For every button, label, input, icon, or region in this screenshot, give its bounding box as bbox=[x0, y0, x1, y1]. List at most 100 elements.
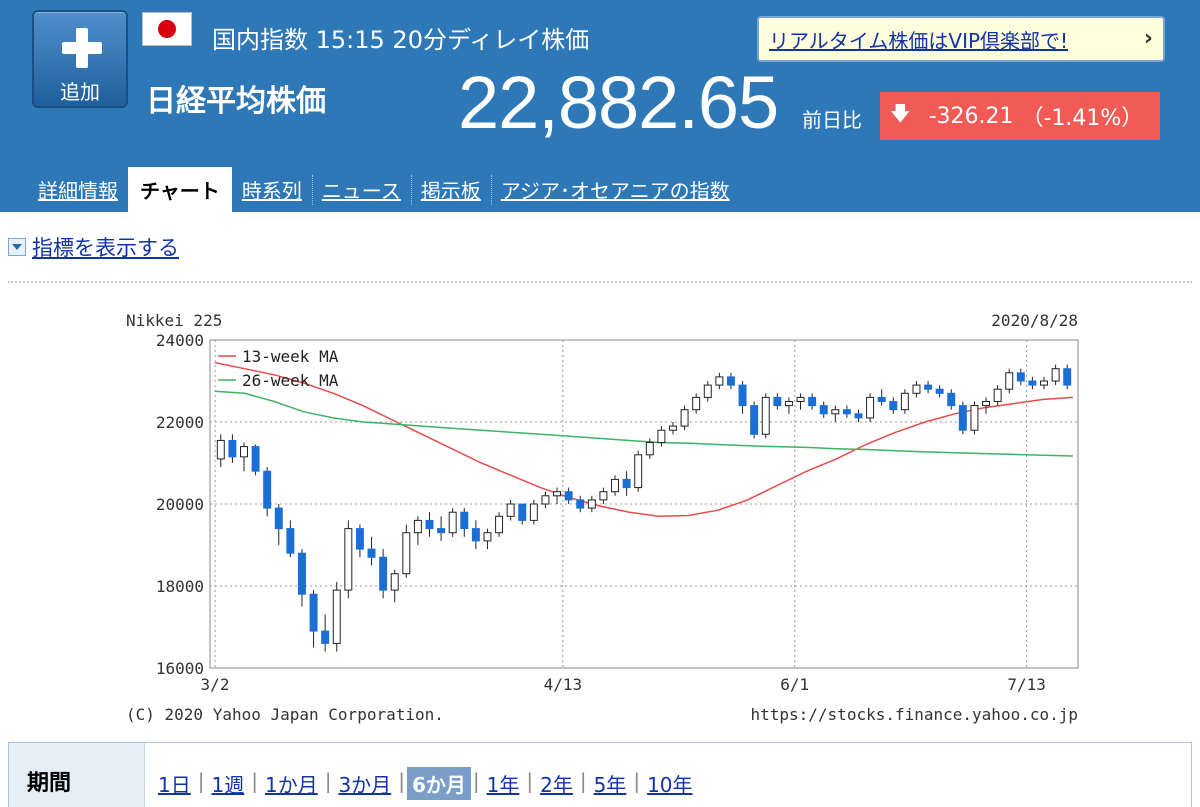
tab-message-board[interactable]: 掲示板 bbox=[410, 167, 491, 212]
candle-body bbox=[332, 589, 341, 644]
candle-body bbox=[645, 442, 654, 456]
price-chart: 16000 18000 20000 22000 24000 3/2 4/13 6/1 7/13… bbox=[120, 300, 1090, 730]
candle-body bbox=[854, 413, 863, 419]
candle-body bbox=[564, 491, 573, 501]
x-tick-label: 4/13 bbox=[544, 675, 583, 694]
tab-chart[interactable]: チャート bbox=[128, 167, 232, 212]
chart-date: 2020/8/28 bbox=[991, 311, 1078, 330]
expand-icon bbox=[8, 238, 26, 256]
x-tick-label: 6/1 bbox=[780, 675, 809, 694]
candle-body bbox=[1063, 368, 1072, 386]
candle-body bbox=[506, 503, 515, 517]
y-tick-label: 16000 bbox=[156, 659, 204, 678]
candle-body bbox=[889, 401, 898, 411]
japan-flag-icon bbox=[142, 12, 192, 46]
tab-asia-oceania-indices[interactable]: アジア･オセアニアの指数 bbox=[490, 167, 740, 212]
show-indicators-toggle[interactable]: 指標を表示する bbox=[8, 232, 179, 262]
candle-body bbox=[541, 495, 550, 505]
candle-body bbox=[831, 409, 840, 415]
candle-body bbox=[703, 384, 712, 398]
period-option[interactable]: 1か月 bbox=[264, 773, 318, 797]
candle-body bbox=[761, 396, 770, 435]
candle-body bbox=[982, 401, 991, 407]
change-percent: （-1.41%） bbox=[1021, 106, 1144, 131]
candle-body bbox=[344, 528, 353, 591]
candle-body bbox=[216, 439, 225, 460]
vip-realtime-link[interactable]: リアルタイム株価はVIP倶楽部で! › bbox=[757, 16, 1165, 62]
quote-tabs: 詳細情報 チャート 時系列 ニュース 掲示板 アジア･オセアニアの指数 bbox=[28, 167, 740, 212]
period-option[interactable]: 10年 bbox=[647, 773, 693, 797]
candle-body bbox=[611, 478, 619, 493]
candle-body bbox=[1016, 372, 1025, 382]
chart-copyright: (C) 2020 Yahoo Japan Corporation. bbox=[126, 705, 444, 724]
moving-average-lines bbox=[214, 361, 1074, 518]
candle-body bbox=[263, 470, 272, 509]
candle-body bbox=[228, 439, 237, 458]
candle-body bbox=[935, 388, 944, 394]
tab-news[interactable]: ニュース bbox=[311, 167, 411, 212]
period-separator: | bbox=[398, 769, 405, 793]
candle-body bbox=[437, 528, 446, 534]
period-option[interactable]: 6か月 bbox=[406, 767, 471, 800]
period-selector: 期間 1日 | 1週 | 1か月 | 3か月 | 6か月 | 1年 | 2年 | 5年 | 10年 bbox=[8, 742, 1192, 807]
candle-body bbox=[866, 396, 875, 419]
chart-title: Nikkei 225 bbox=[126, 311, 222, 330]
candle-body bbox=[692, 396, 701, 411]
candle-body bbox=[367, 548, 376, 558]
candle-body bbox=[483, 532, 492, 542]
candle-body bbox=[274, 507, 283, 530]
candle-body bbox=[924, 384, 933, 390]
candle-body bbox=[947, 392, 956, 407]
market-info: 国内指数 15:15 20分ディレイ株価 bbox=[212, 26, 590, 54]
current-price: 22,882.65 bbox=[458, 61, 779, 144]
change-label: 前日比 bbox=[802, 108, 862, 132]
candle-body bbox=[529, 503, 538, 521]
candle-body bbox=[669, 425, 677, 431]
candlesticks bbox=[216, 364, 1072, 652]
add-to-portfolio-button[interactable]: 追加 bbox=[32, 10, 128, 108]
candle-body bbox=[726, 376, 735, 386]
vip-link-text[interactable]: リアルタイム株価はVIP倶楽部で! bbox=[769, 28, 1069, 53]
change-value: -326.21 bbox=[928, 103, 1014, 129]
divider bbox=[8, 281, 1192, 283]
candle-body bbox=[460, 511, 469, 530]
period-option[interactable]: 3か月 bbox=[338, 773, 392, 797]
period-option[interactable]: 2年 bbox=[540, 773, 573, 797]
candle-body bbox=[900, 392, 909, 411]
tab-time-series[interactable]: 時系列 bbox=[241, 179, 302, 203]
y-tick-label: 24000 bbox=[156, 331, 204, 350]
candle-body bbox=[390, 573, 399, 591]
candle-body bbox=[1040, 380, 1048, 386]
tab-details[interactable]: 詳細情報 bbox=[38, 179, 118, 203]
y-tick-label: 20000 bbox=[156, 495, 204, 514]
candle-body bbox=[738, 384, 747, 407]
candle-body bbox=[576, 499, 585, 509]
price-change-badge: 🡇 -326.21 （-1.41%） bbox=[880, 92, 1160, 140]
plot-area bbox=[209, 339, 1079, 669]
candle-body bbox=[1005, 372, 1014, 390]
chart-source: https://stocks.finance.yahoo.co.jp bbox=[750, 705, 1078, 724]
candle-body bbox=[471, 528, 480, 542]
period-option[interactable]: 1年 bbox=[486, 773, 520, 797]
candle-body bbox=[355, 528, 364, 550]
candle-body bbox=[680, 409, 689, 427]
candle-body bbox=[784, 401, 793, 407]
candle-body bbox=[402, 532, 411, 575]
candle-body bbox=[587, 499, 596, 509]
period-option[interactable]: 5年 bbox=[593, 773, 627, 797]
period-option[interactable]: 1日 bbox=[158, 773, 191, 797]
plus-icon-bar bbox=[62, 42, 102, 54]
candle-body bbox=[495, 515, 504, 534]
candle-body bbox=[240, 446, 248, 458]
candle-body bbox=[842, 409, 851, 415]
period-option[interactable]: 1週 bbox=[211, 773, 245, 797]
candle-body bbox=[1051, 368, 1060, 382]
add-label: 追加 bbox=[60, 80, 100, 104]
down-arrow-icon: 🡇 bbox=[890, 101, 911, 125]
candle-body bbox=[622, 478, 631, 489]
candle-body bbox=[970, 405, 979, 431]
show-indicators-link[interactable]: 指標を表示する bbox=[32, 236, 179, 260]
candle-body bbox=[599, 491, 608, 501]
candle-body bbox=[425, 519, 434, 530]
candle-body bbox=[413, 519, 422, 534]
